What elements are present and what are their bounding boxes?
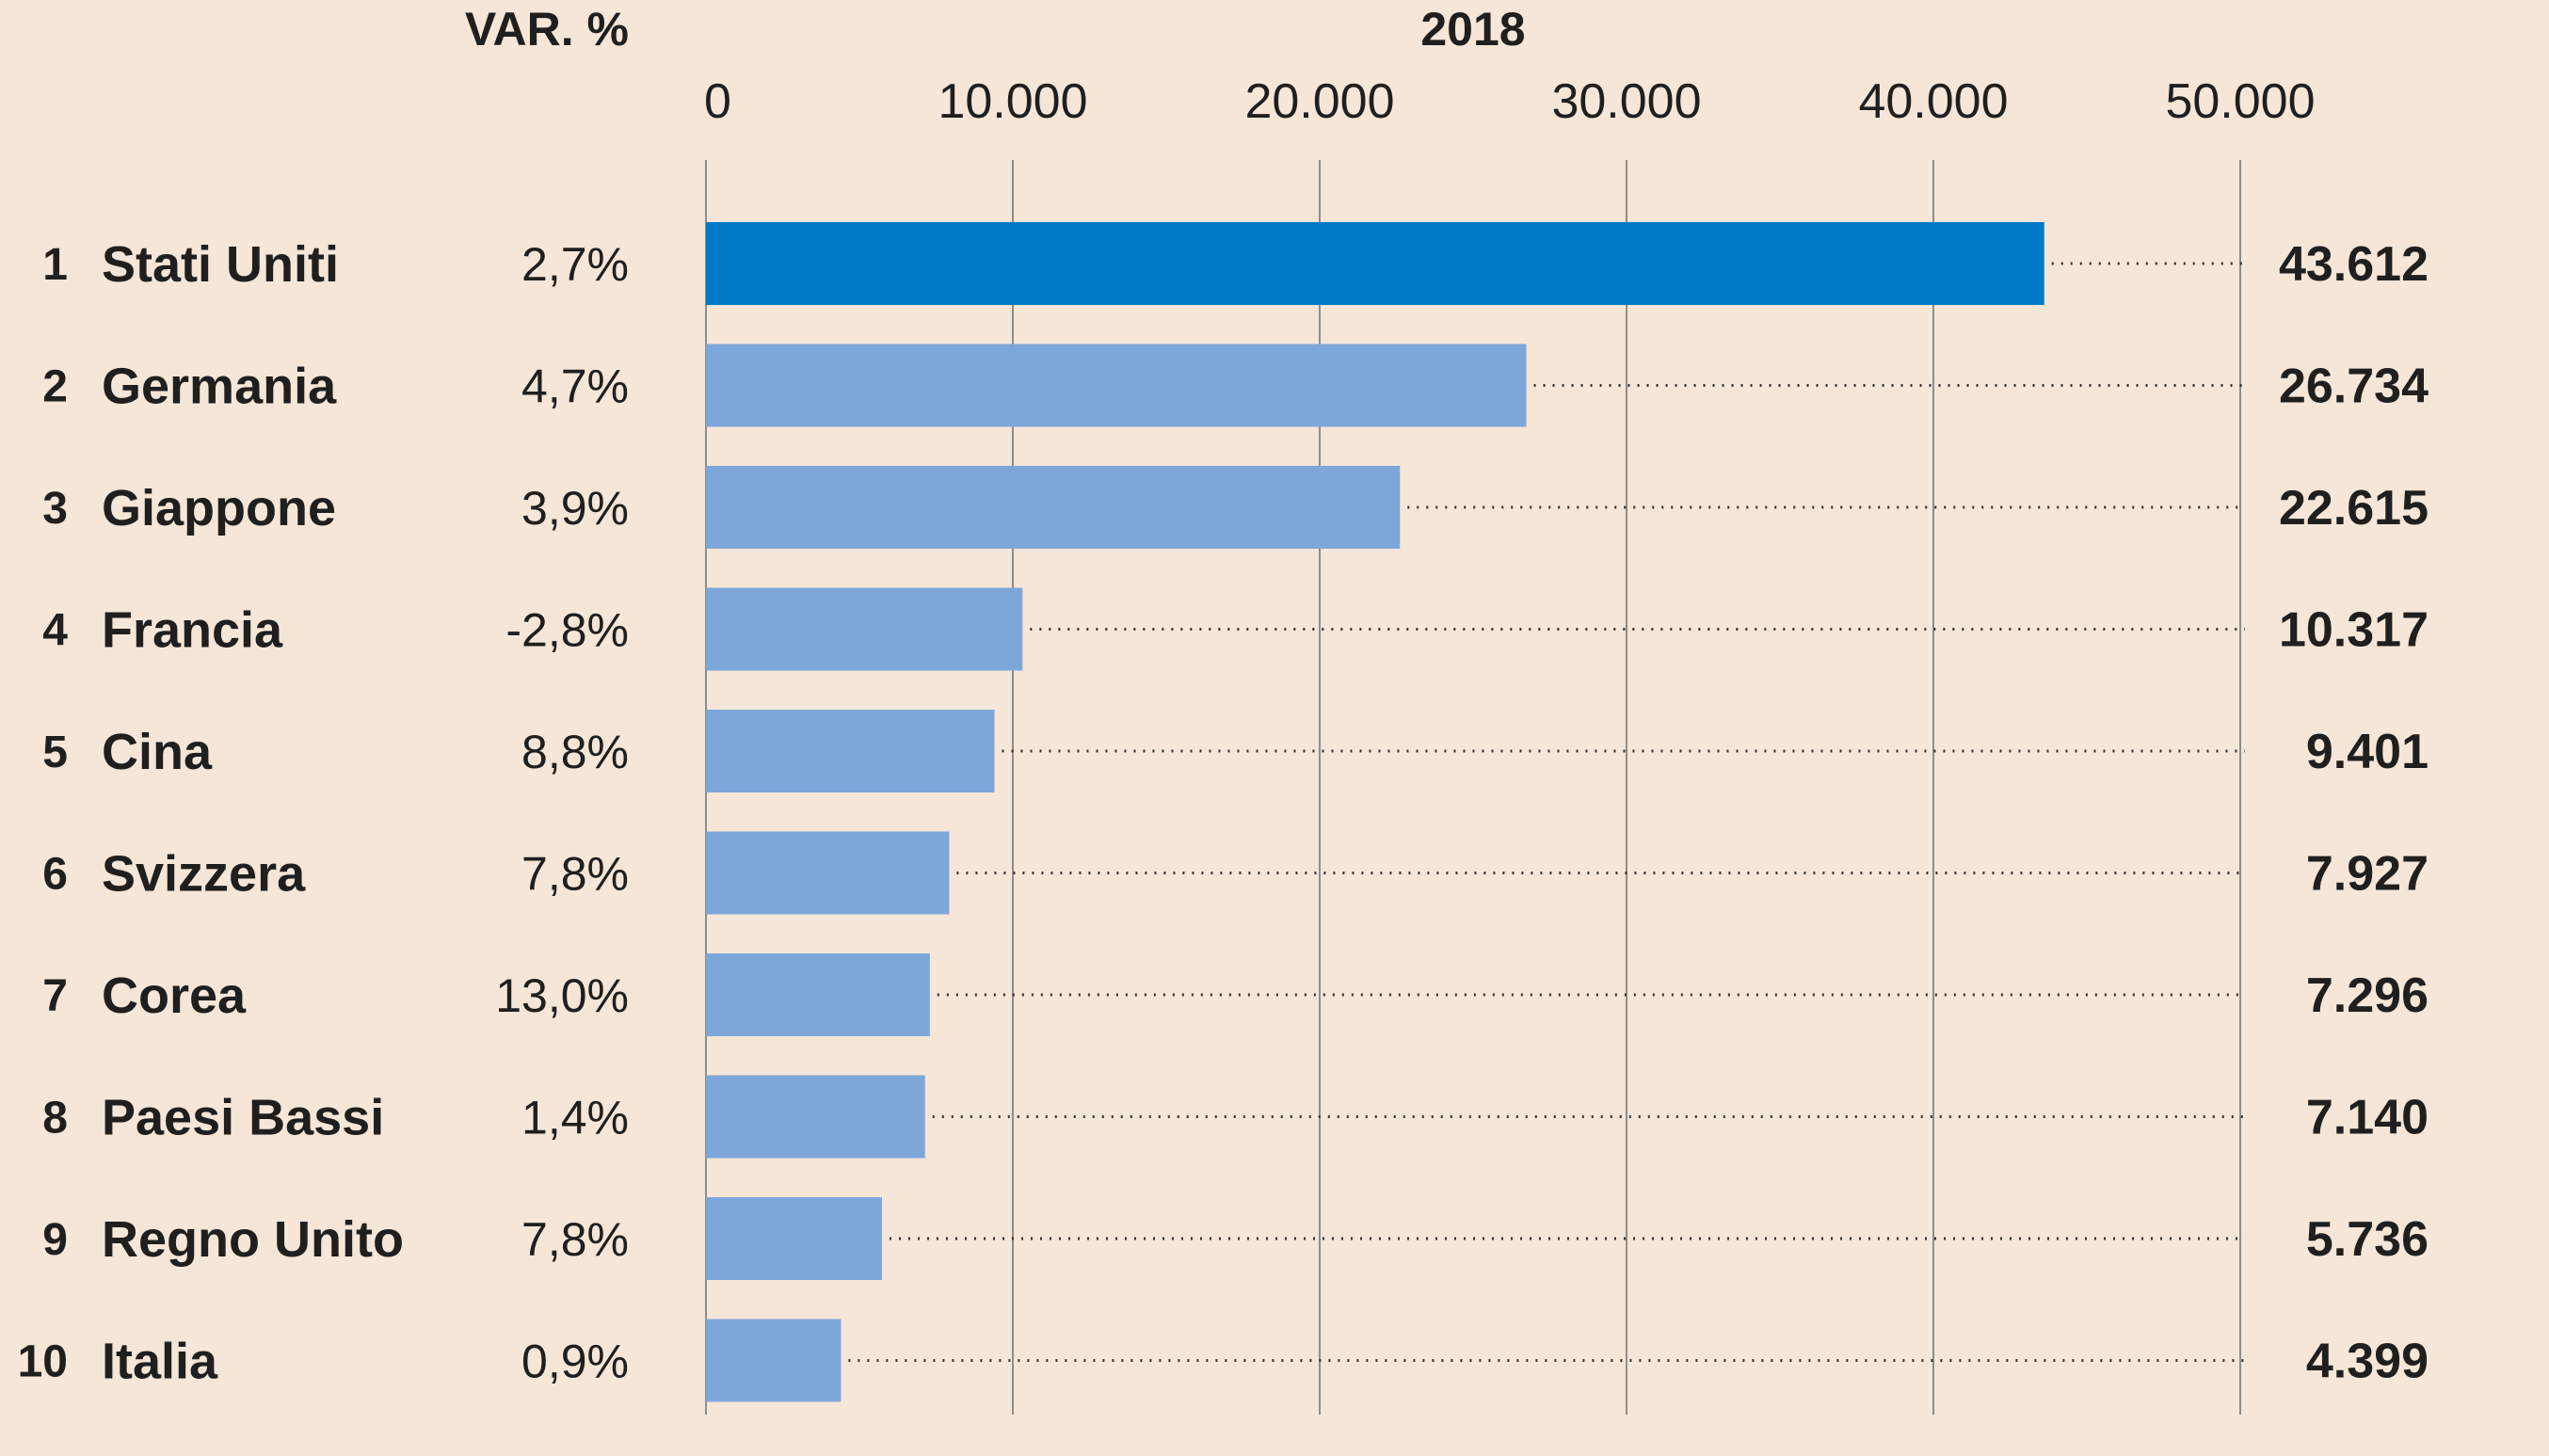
bar: [706, 1319, 842, 1402]
value-label: 4.399: [2306, 1335, 2429, 1389]
country-label: Paesi Bassi: [102, 1090, 384, 1146]
x-tick-label: 40.000: [1858, 74, 2008, 129]
bar: [706, 466, 1401, 549]
country-label: Svizzera: [102, 846, 306, 903]
x-tick-label: 20.000: [1244, 74, 1394, 129]
bar-row: 1 Stati Uniti 2,7% 43.612: [42, 222, 2429, 305]
bar-row: 6 Svizzera 7,8% 7.927: [42, 831, 2429, 915]
country-label: Regno Unito: [102, 1211, 404, 1268]
var-percent-label: 7,8%: [521, 1213, 629, 1266]
rank-label: 4: [42, 606, 68, 656]
value-label: 7.296: [2306, 968, 2429, 1023]
rank-label: 6: [42, 850, 68, 900]
x-axis-ticks: 0 10.000 20.000 30.000 40.000 50.000: [704, 74, 2316, 129]
chart-title: 2018: [1420, 3, 1525, 56]
country-label: Italia: [102, 1334, 218, 1390]
bar-rows: 1 Stati Uniti 2,7% 43.612 2 Germania 4,7% 26.73…: [18, 222, 2429, 1402]
bar: [706, 222, 2044, 305]
bar-row: 4 Francia -2,8% 10.317: [42, 587, 2429, 671]
bar-row: 5 Cina 8,8% 9.401: [42, 710, 2429, 792]
bar: [706, 1197, 882, 1280]
bar-row: 7 Corea 13,0% 7.296: [42, 953, 2429, 1036]
country-label: Giappone: [102, 480, 336, 536]
bar-row: 3 Giappone 3,9% 22.615: [42, 466, 2429, 549]
bar-row: 2 Germania 4,7% 26.734: [42, 344, 2429, 427]
bar: [706, 710, 995, 792]
bar: [706, 831, 950, 915]
bar-row: 9 Regno Unito 7,8% 5.736: [42, 1197, 2429, 1280]
country-label: Germania: [102, 359, 337, 415]
var-percent-label: 0,9%: [521, 1336, 629, 1388]
bar: [706, 587, 1023, 671]
value-label: 5.736: [2306, 1212, 2429, 1267]
var-percent-label: 2,7%: [521, 238, 629, 291]
rank-label: 9: [42, 1215, 68, 1265]
rank-label: 3: [42, 484, 68, 534]
x-tick-label: 10.000: [938, 74, 1087, 129]
value-label: 26.734: [2279, 360, 2429, 414]
bar: [706, 344, 1527, 427]
rank-label: 2: [42, 362, 68, 412]
rank-label: 5: [42, 728, 68, 777]
x-tick-label: 50.000: [2165, 74, 2315, 129]
var-percent-label: 13,0%: [495, 969, 629, 1022]
var-percent-label: -2,8%: [505, 604, 629, 657]
value-label: 22.615: [2279, 481, 2429, 536]
value-label: 43.612: [2279, 237, 2429, 292]
var-percent-label: 4,7%: [521, 360, 629, 413]
bar-row: 10 Italia 0,9% 4.399: [18, 1319, 2429, 1402]
value-label: 7.927: [2306, 847, 2429, 902]
var-percent-label: 7,8%: [521, 848, 629, 901]
country-label: Corea: [102, 968, 247, 1024]
value-label: 7.140: [2306, 1091, 2429, 1145]
var-percent-label: 8,8%: [521, 726, 629, 778]
rank-label: 7: [42, 971, 68, 1021]
bar: [706, 953, 930, 1036]
country-label: Stati Uniti: [102, 236, 339, 293]
value-label: 9.401: [2306, 725, 2429, 779]
country-label: Francia: [102, 602, 283, 659]
value-label: 10.317: [2279, 603, 2429, 658]
bar-row: 8 Paesi Bassi 1,4% 7.140: [42, 1075, 2429, 1159]
var-percent-label: 3,9%: [521, 482, 629, 535]
var-header: VAR. %: [465, 3, 629, 56]
x-tick-label: 30.000: [1551, 74, 1701, 129]
bar: [706, 1075, 925, 1159]
rank-label: 1: [42, 240, 68, 290]
x-tick-label: 0: [704, 74, 731, 129]
rank-label: 8: [42, 1094, 68, 1144]
var-percent-label: 1,4%: [521, 1092, 629, 1144]
country-label: Cina: [102, 724, 213, 780]
rank-label: 10: [18, 1337, 68, 1387]
